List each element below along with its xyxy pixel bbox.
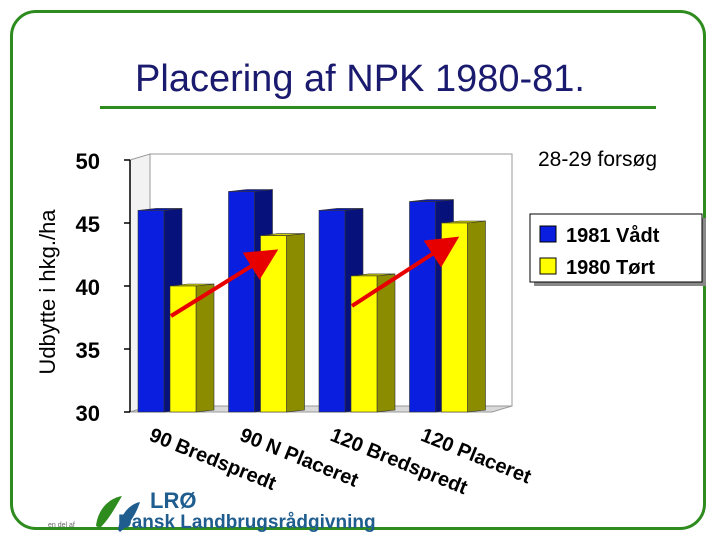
leaf-logo-icon <box>96 496 140 532</box>
legend-label: 1981 Vådt <box>566 224 660 247</box>
annotation-arrow <box>169 249 279 318</box>
y-tick-label: 35 <box>76 338 100 363</box>
trial-count-note: 28-29 forsøg <box>538 148 658 171</box>
logo-text: LRØ <box>150 488 197 513</box>
bar <box>441 222 468 413</box>
bar-side <box>286 233 305 413</box>
bar <box>228 191 255 413</box>
legend-box <box>529 213 703 283</box>
legend-swatch <box>539 225 557 243</box>
legend-swatch <box>539 257 557 275</box>
bar-side <box>467 220 486 413</box>
bar-side <box>376 273 396 413</box>
legend-label: 1980 Tørt <box>566 257 655 279</box>
logo-subtitle: Dansk Landbrugsrådgivning <box>118 512 376 533</box>
bar <box>137 210 165 413</box>
y-tick-label: 50 <box>76 149 100 174</box>
y-tick-label: 30 <box>76 401 100 426</box>
slide-title: Placering af NPK 1980-81. <box>135 58 585 100</box>
bar <box>260 235 287 413</box>
title-rule <box>100 106 656 109</box>
footer-small-text: en del af <box>48 522 75 529</box>
bar <box>318 210 346 413</box>
y-tick-label: 40 <box>76 275 100 300</box>
annotation-arrow <box>350 236 460 308</box>
bar-side <box>195 283 215 413</box>
bar <box>409 201 436 413</box>
y-tick-label: 45 <box>76 212 100 237</box>
